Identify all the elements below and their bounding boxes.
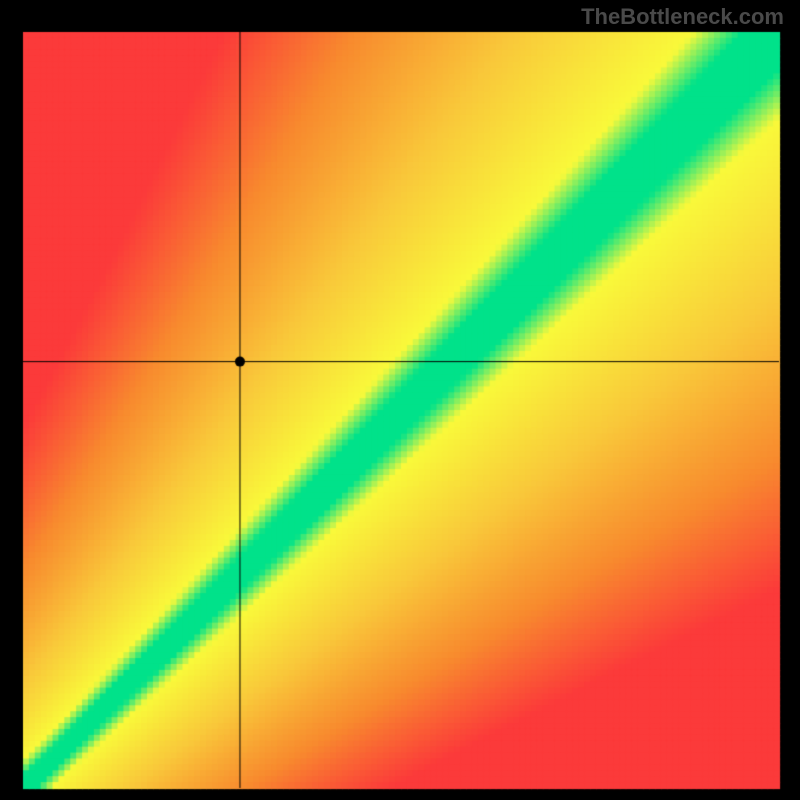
chart-container: TheBottleneck.com [0, 0, 800, 800]
watermark-text: TheBottleneck.com [581, 4, 784, 30]
heatmap-canvas [0, 0, 800, 800]
